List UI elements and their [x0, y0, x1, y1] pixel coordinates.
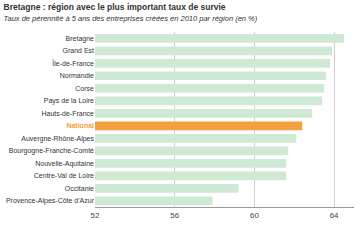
svg-text:Bourgogne-Franche-Comté: Bourgogne-Franche-Comté [9, 147, 94, 155]
svg-text:56: 56 [170, 211, 179, 220]
svg-text:Centre-Val de Loire: Centre-Val de Loire [34, 172, 94, 179]
svg-text:Provence-Alpes-Côte d'Azur: Provence-Alpes-Côte d'Azur [6, 197, 95, 205]
svg-text:Île-de-France: Île-de-France [51, 59, 94, 67]
svg-text:Bretagne: Bretagne [66, 35, 95, 43]
svg-text:Hauts-de-France: Hauts-de-France [41, 110, 94, 117]
svg-text:Occitanie: Occitanie [65, 185, 94, 192]
svg-text:Grand Est: Grand Est [62, 47, 94, 54]
svg-text:Normandie: Normandie [60, 72, 94, 79]
svg-text:Pays de la Loire: Pays de la Loire [44, 97, 94, 105]
svg-text:National: National [66, 122, 94, 129]
svg-text:Nouvelle-Aquitaine: Nouvelle-Aquitaine [35, 160, 94, 168]
svg-text:Corse: Corse [75, 85, 94, 92]
svg-text:60: 60 [250, 211, 259, 220]
svg-text:Bretagne : région avec le plus: Bretagne : région avec le plus important… [4, 2, 258, 23]
svg-text:64: 64 [330, 211, 339, 220]
svg-text:Auvergne-Rhône-Alpes: Auvergne-Rhône-Alpes [21, 135, 94, 143]
svg-text:52: 52 [91, 211, 100, 220]
